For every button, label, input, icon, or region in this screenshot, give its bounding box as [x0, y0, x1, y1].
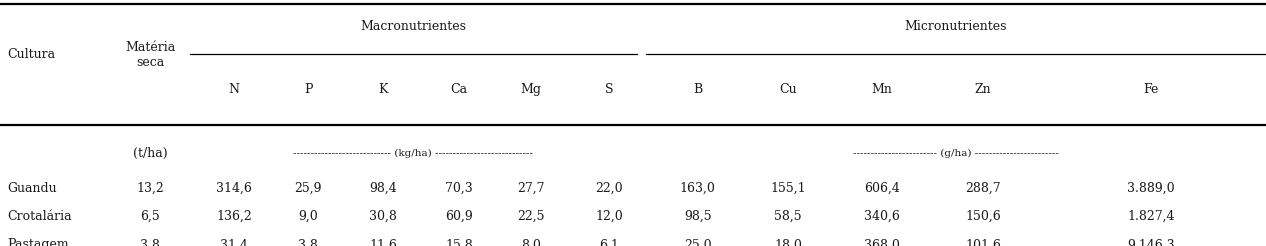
Text: S: S: [605, 83, 613, 96]
Text: 3.889,0: 3.889,0: [1127, 182, 1175, 195]
Text: ------------------------ (g/ha) ------------------------: ------------------------ (g/ha) --------…: [853, 149, 1058, 158]
Text: 3,8: 3,8: [299, 238, 318, 246]
Text: 288,7: 288,7: [965, 182, 1001, 195]
Text: Cu: Cu: [780, 83, 796, 96]
Text: 1.827,4: 1.827,4: [1127, 210, 1175, 223]
Text: 70,3: 70,3: [446, 182, 472, 195]
Text: Ca: Ca: [451, 83, 467, 96]
Text: Crotalária: Crotalária: [8, 210, 72, 223]
Text: 368,0: 368,0: [863, 238, 900, 246]
Text: 6,1: 6,1: [599, 238, 619, 246]
Text: Micronutrientes: Micronutrientes: [905, 20, 1006, 33]
Text: 60,9: 60,9: [446, 210, 472, 223]
Text: 8,0: 8,0: [522, 238, 541, 246]
Text: Matéria
seca: Matéria seca: [125, 41, 175, 69]
Text: 3,8: 3,8: [141, 238, 160, 246]
Text: 30,8: 30,8: [368, 210, 398, 223]
Text: 22,5: 22,5: [518, 210, 544, 223]
Text: 18,0: 18,0: [774, 238, 803, 246]
Text: 11,6: 11,6: [368, 238, 398, 246]
Text: 606,4: 606,4: [863, 182, 900, 195]
Text: ---------------------------- (kg/ha) ----------------------------: ---------------------------- (kg/ha) ---…: [294, 149, 533, 158]
Text: 12,0: 12,0: [595, 210, 623, 223]
Text: 155,1: 155,1: [770, 182, 806, 195]
Text: Cultura: Cultura: [8, 48, 56, 61]
Text: 101,6: 101,6: [965, 238, 1001, 246]
Text: Macronutrientes: Macronutrientes: [361, 20, 466, 33]
Text: 98,4: 98,4: [370, 182, 396, 195]
Text: Fe: Fe: [1143, 83, 1158, 96]
Text: 25,9: 25,9: [295, 182, 322, 195]
Text: 98,5: 98,5: [684, 210, 711, 223]
Text: 340,6: 340,6: [863, 210, 900, 223]
Text: Mn: Mn: [871, 83, 893, 96]
Text: 22,0: 22,0: [595, 182, 623, 195]
Text: N: N: [229, 83, 239, 96]
Text: 58,5: 58,5: [775, 210, 801, 223]
Text: 9.146,3: 9.146,3: [1127, 238, 1175, 246]
Text: P: P: [304, 83, 313, 96]
Text: 136,2: 136,2: [216, 210, 252, 223]
Text: K: K: [379, 83, 387, 96]
Text: Zn: Zn: [975, 83, 991, 96]
Text: Mg: Mg: [520, 83, 542, 96]
Text: 9,0: 9,0: [299, 210, 318, 223]
Text: 15,8: 15,8: [446, 238, 472, 246]
Text: 150,6: 150,6: [965, 210, 1001, 223]
Text: B: B: [693, 83, 703, 96]
Text: 27,7: 27,7: [518, 182, 544, 195]
Text: Guandu: Guandu: [8, 182, 57, 195]
Text: 25,0: 25,0: [684, 238, 711, 246]
Text: 13,2: 13,2: [137, 182, 163, 195]
Text: 314,6: 314,6: [216, 182, 252, 195]
Text: Pastagem: Pastagem: [8, 238, 70, 246]
Text: 163,0: 163,0: [680, 182, 715, 195]
Text: 6,5: 6,5: [141, 210, 160, 223]
Text: (t/ha): (t/ha): [133, 147, 167, 160]
Text: 31,4: 31,4: [220, 238, 248, 246]
